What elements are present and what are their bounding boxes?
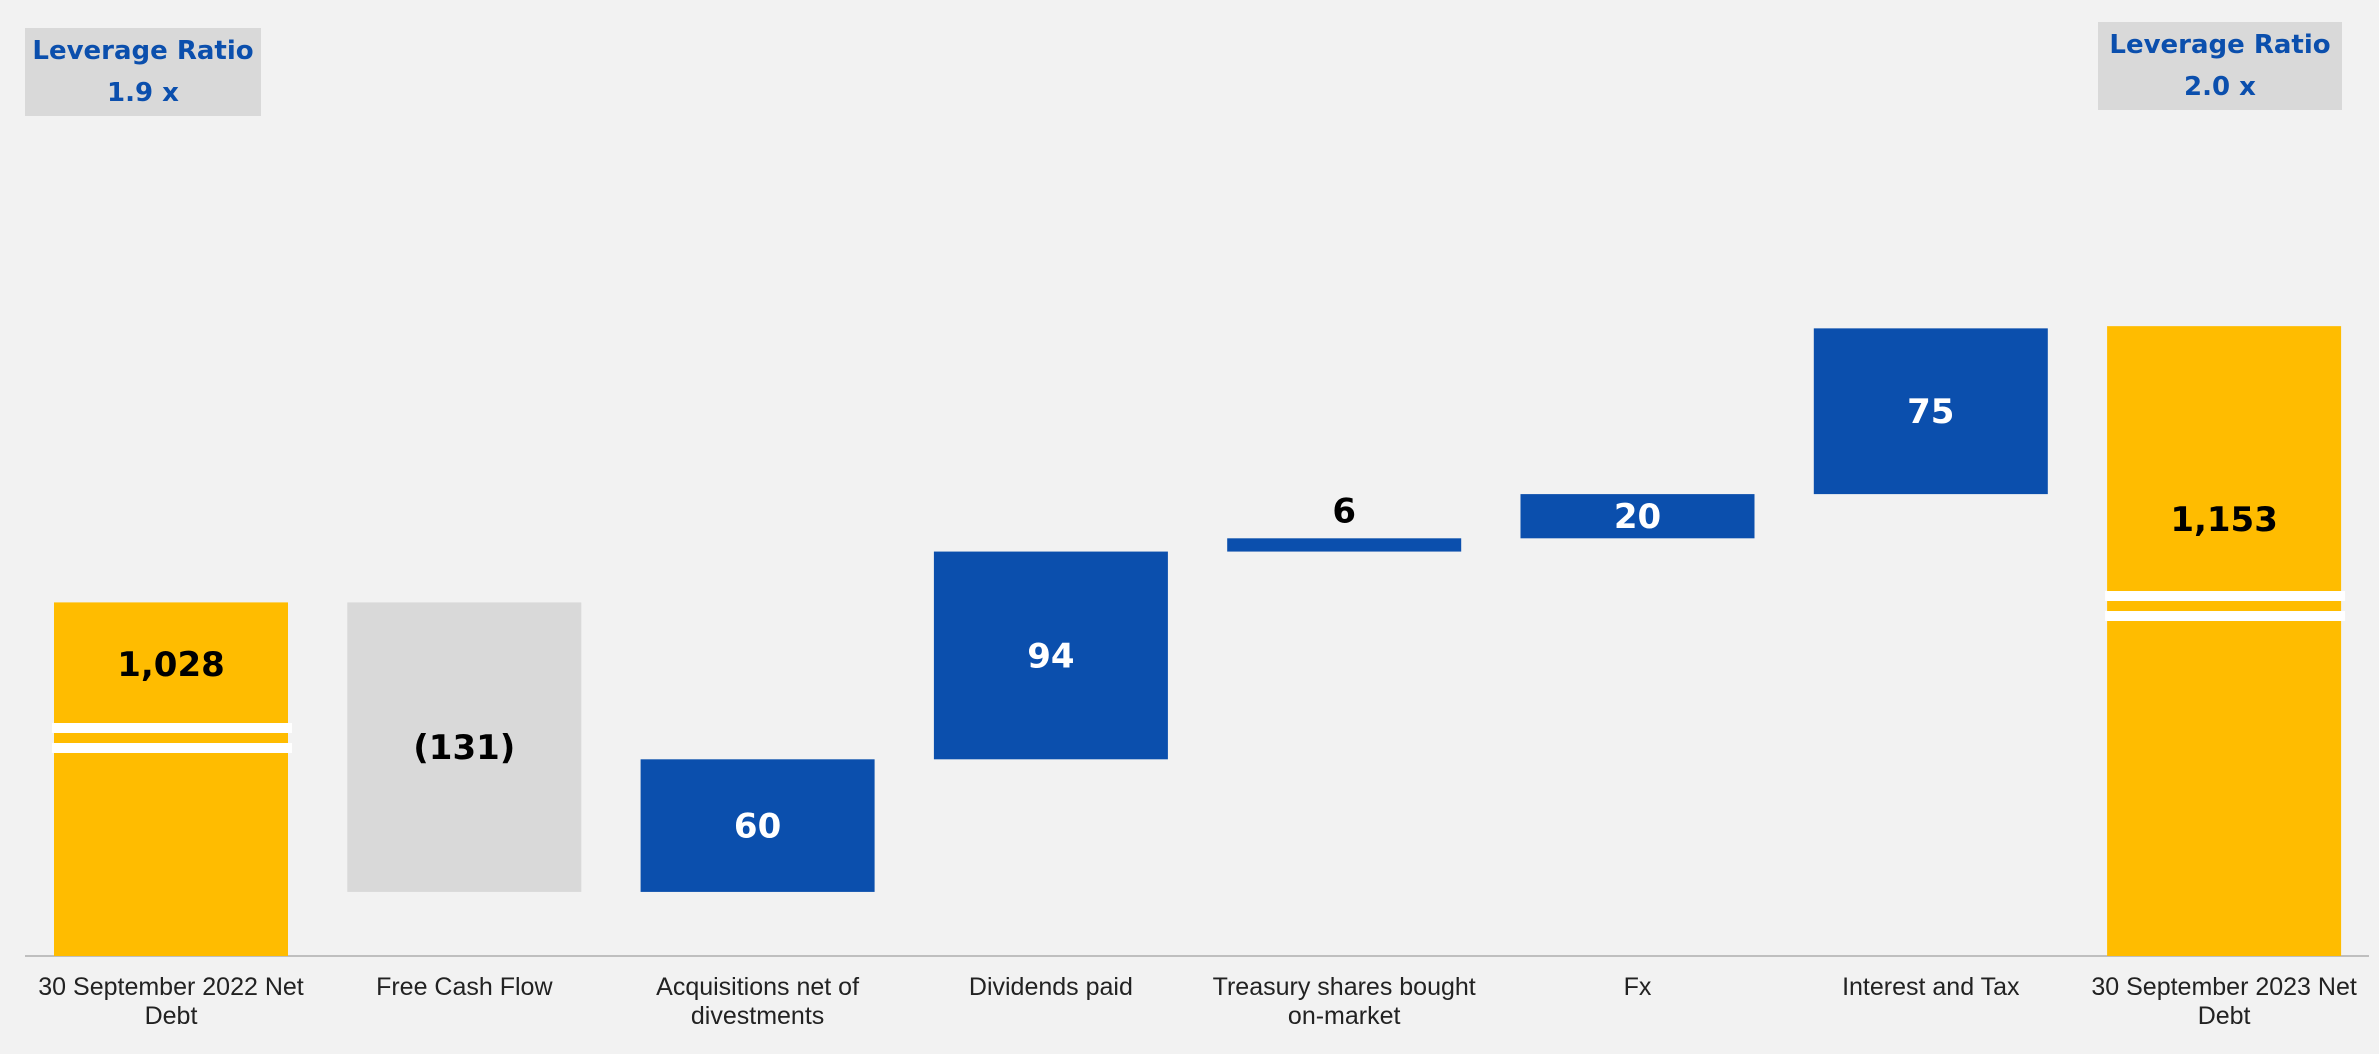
axis-break-stripe — [2105, 611, 2346, 621]
category-label: divestments — [691, 1002, 824, 1030]
leverage-ratio-end-box: Leverage Ratio 2.0 x — [2098, 22, 2342, 110]
category-label: Treasury shares bought — [1213, 973, 1476, 1001]
bar-free-cash-flow — [347, 602, 582, 892]
bar-end-net-debt — [2107, 326, 2342, 956]
bar-value-label: 6 — [1332, 491, 1356, 531]
bar-labels-group: 1,028 (131) 60 94 6 20 75 1,153 — [117, 392, 2278, 846]
axis-break-stripe — [52, 723, 292, 733]
bars-group — [52, 326, 2346, 956]
bar-value-label: 60 — [734, 807, 781, 847]
bar-start-net-debt — [54, 602, 288, 956]
category-label: Acquisitions net of — [656, 973, 859, 1001]
category-label: Fx — [1624, 973, 1652, 1001]
bar-dividends — [933, 551, 1168, 760]
bar-fx — [1520, 494, 1755, 539]
bar-interest-tax — [1813, 328, 2048, 495]
category-label: 30 September 2022 Net — [38, 973, 304, 1001]
bar-value-label: (131) — [413, 728, 515, 768]
bar-treasury-shares — [1227, 538, 1462, 552]
category-label: Interest and Tax — [1842, 973, 2020, 1001]
category-label: Free Cash Flow — [376, 973, 553, 1001]
leverage-ratio-end-title: Leverage Ratio — [2109, 30, 2331, 60]
category-label: 30 September 2023 Net — [2091, 973, 2357, 1001]
category-label: Dividends paid — [969, 973, 1133, 1001]
leverage-ratio-start-title: Leverage Ratio — [32, 36, 254, 66]
bar-value-label: 1,153 — [2170, 500, 2278, 540]
bar-value-label: 1,028 — [117, 645, 225, 685]
bar-value-label: 75 — [1907, 392, 1954, 432]
axis-break-stripe — [52, 743, 292, 753]
bar-acquisitions — [640, 759, 875, 892]
category-label: Debt — [145, 1002, 198, 1030]
bar-value-label: 20 — [1614, 497, 1661, 537]
bar-value-label: 94 — [1027, 636, 1074, 676]
leverage-ratio-end-value: 2.0 x — [2184, 72, 2256, 102]
leverage-ratio-start-box: Leverage Ratio 1.9 x — [25, 28, 261, 116]
axis-break-stripe — [2105, 591, 2346, 601]
category-label: on-market — [1288, 1002, 1401, 1030]
category-label: Debt — [2198, 1002, 2251, 1030]
leverage-ratio-start-value: 1.9 x — [107, 78, 179, 108]
